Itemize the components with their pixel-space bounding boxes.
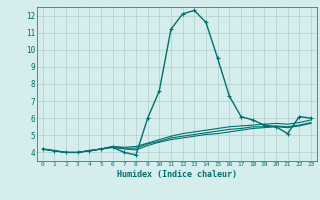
X-axis label: Humidex (Indice chaleur): Humidex (Indice chaleur) bbox=[117, 170, 237, 179]
